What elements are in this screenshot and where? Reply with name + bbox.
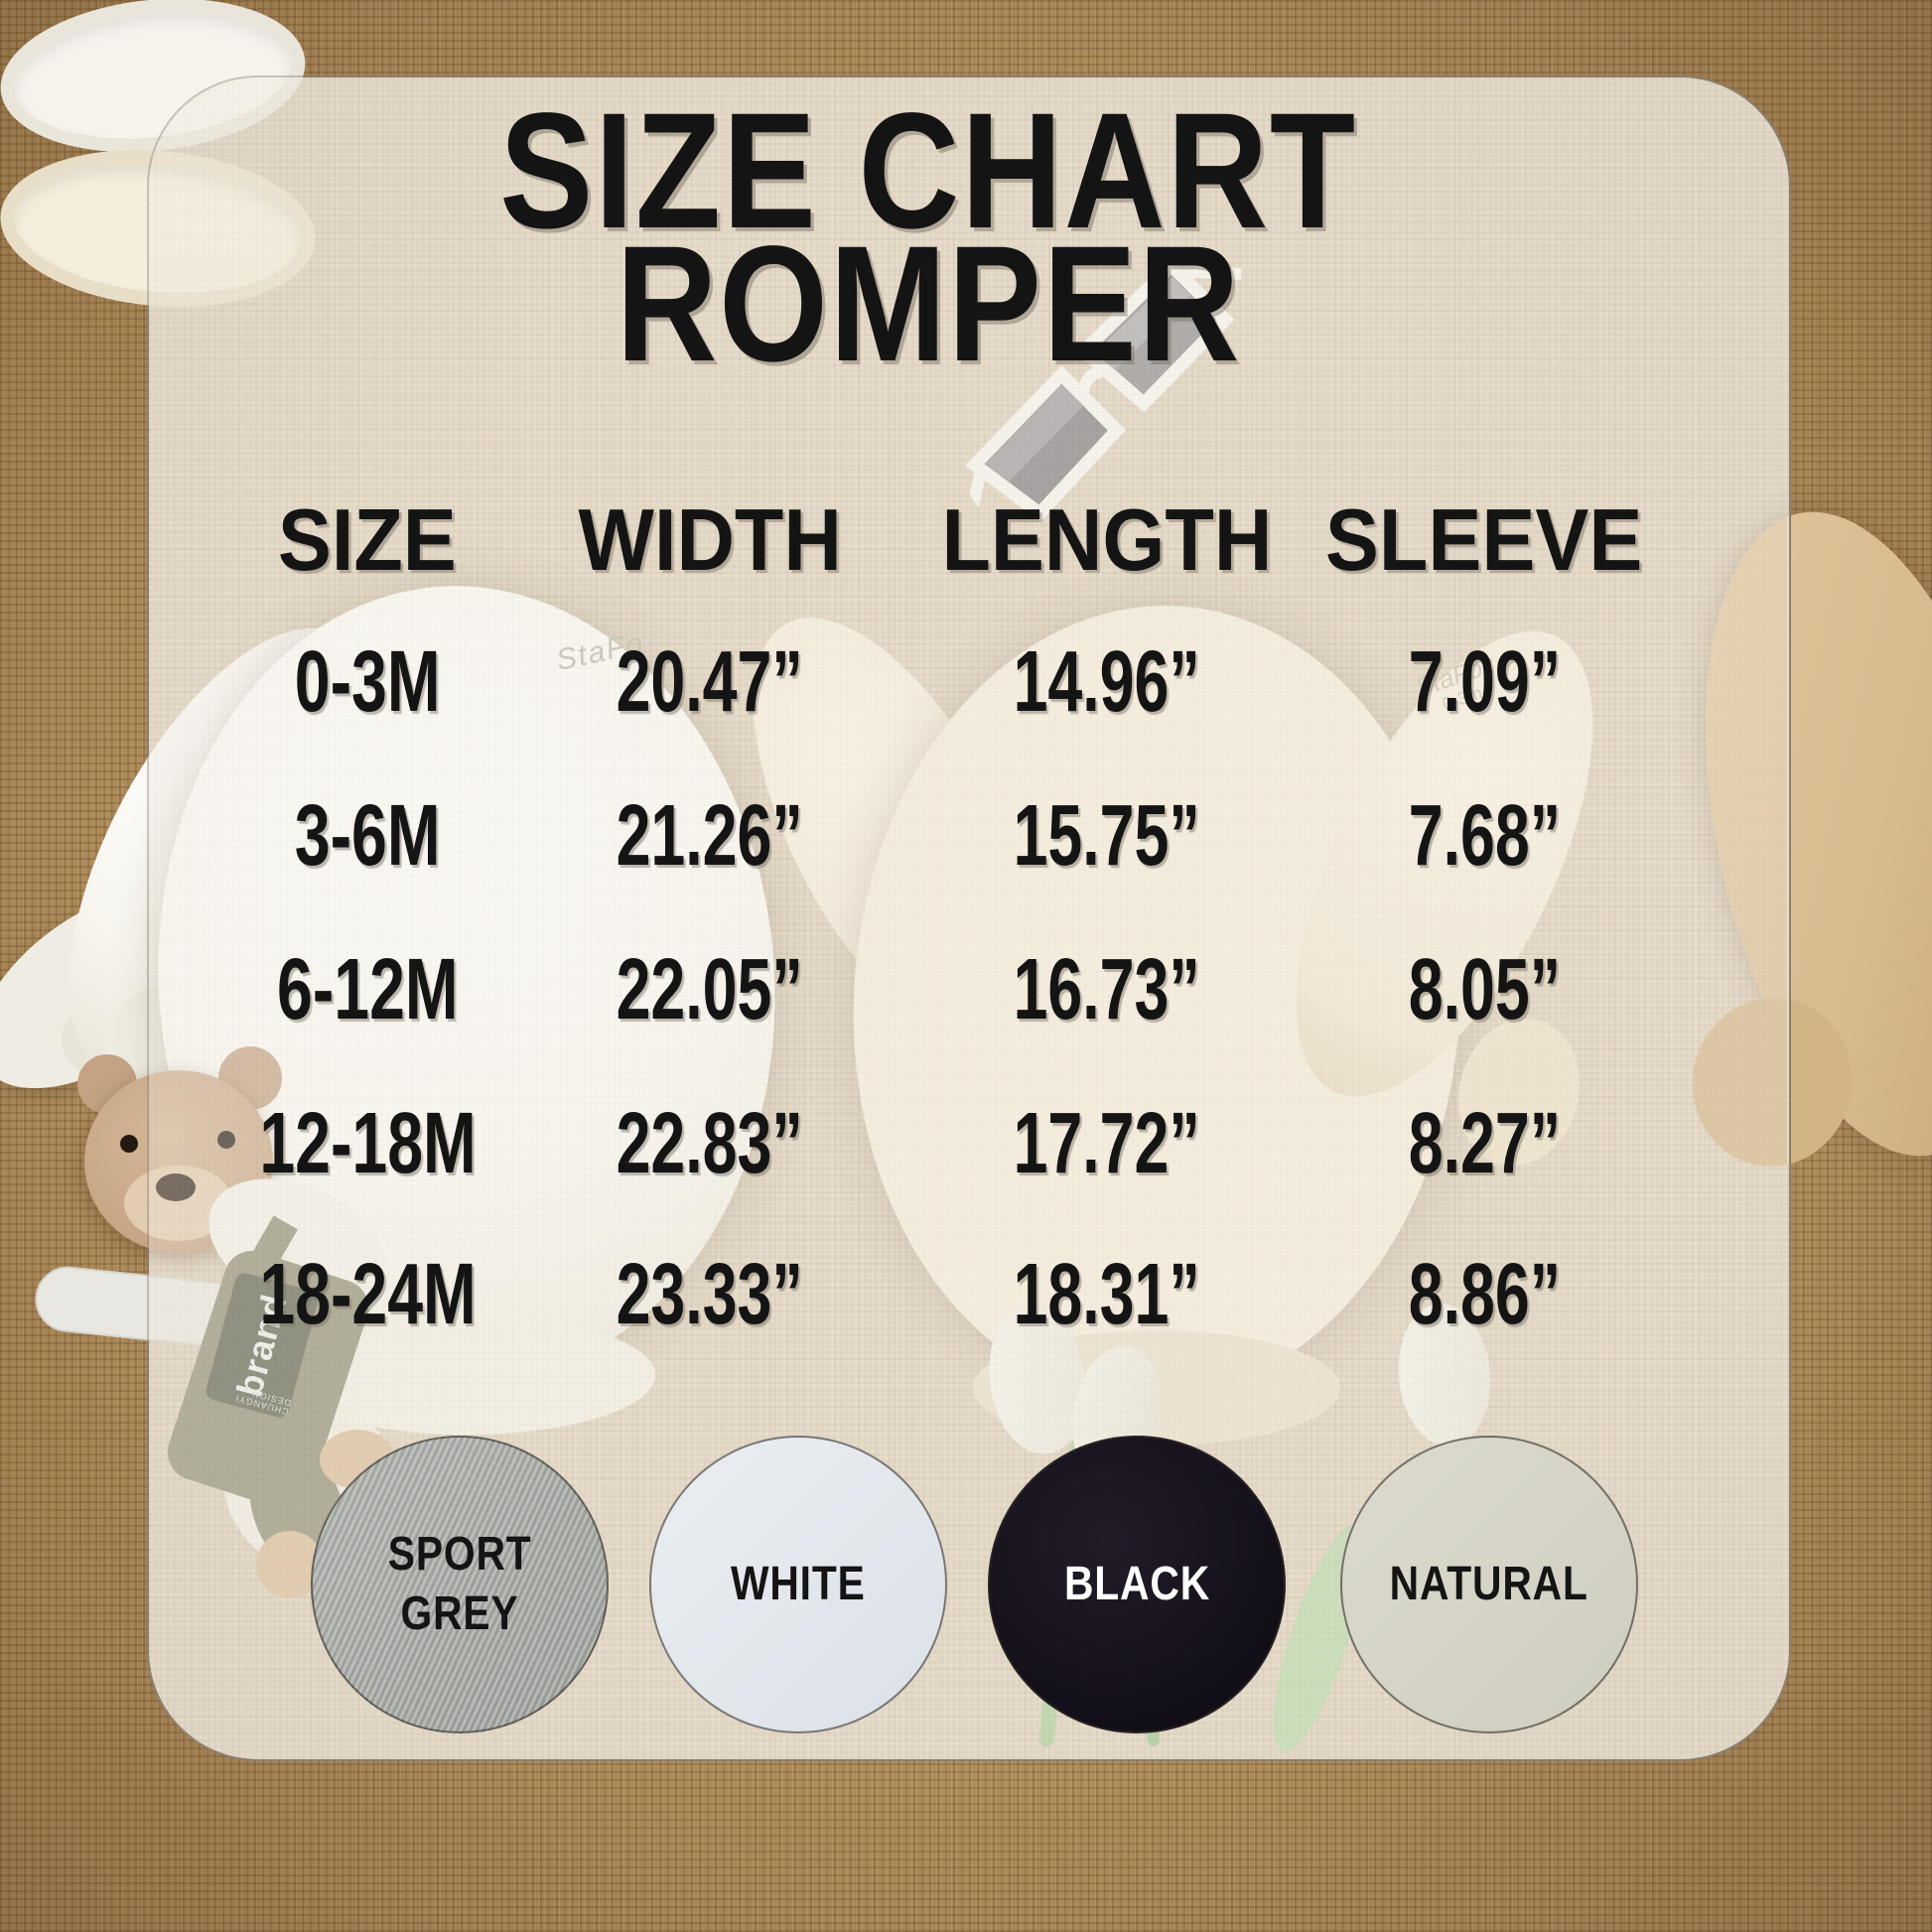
column-header-sleeve: SLEEVE [1325,490,1643,589]
color-swatch-sport-grey: SPORT GREY [311,1436,609,1733]
width-value: 23.33” [616,1246,804,1342]
table-row: 3-6M 21.26” 15.75” 7.68” [0,781,1932,891]
color-swatch-black: BLACK [988,1436,1286,1733]
page-title-line2: ROMPER [134,220,1723,389]
length-value: 15.75” [1013,787,1201,884]
sleeve-value: 8.27” [1408,1095,1561,1191]
column-header-width: WIDTH [578,490,842,589]
column-header-size: SIZE [278,490,457,589]
title-text: SIZE CHART [499,79,1357,263]
column-header-length: LENGTH [941,490,1273,589]
width-value: 22.05” [616,941,804,1037]
length-value: 16.73” [1013,941,1201,1037]
size-label: 12-18M [258,1095,477,1191]
table-row: 6-12M 22.05” 16.73” 8.05” [0,935,1932,1044]
swatch-label: GREY [400,1587,519,1640]
size-label: 3-6M [294,787,441,884]
sleeve-value: 7.09” [1408,633,1561,730]
size-label: 0-3M [294,633,441,730]
teddy-bear-eye [120,1135,138,1153]
width-value: 22.83” [616,1095,804,1191]
sleeve-value: 8.86” [1408,1246,1561,1342]
color-swatch-natural: NATURAL [1340,1436,1638,1733]
table-row: 12-18M 22.83” 17.72” 8.27” [0,1089,1932,1198]
length-value: 18.31” [1013,1246,1201,1342]
swatch-label: WHITE [731,1558,866,1610]
length-value: 17.72” [1013,1095,1201,1191]
width-value: 21.26” [616,787,804,884]
size-label: 18-24M [258,1246,477,1342]
size-label: 6-12M [276,941,459,1037]
table-header-row: SIZE WIDTH LENGTH SLEEVE [0,485,1932,595]
table-row: 18-24M 23.33” 18.31” 8.86” [0,1240,1932,1349]
title-text: ROMPER [616,212,1241,396]
swatch-label: NATURAL [1389,1558,1589,1610]
swatch-label: SPORT [387,1528,532,1581]
width-value: 20.47” [616,633,804,730]
color-swatch-white: WHITE [649,1436,947,1733]
swatch-label: BLACK [1063,1558,1210,1610]
sleeve-value: 7.68” [1408,787,1561,884]
sleeve-value: 8.05” [1408,941,1561,1037]
table-row: 0-3M 20.47” 14.96” 7.09” [0,627,1932,737]
page-title-line1: SIZE CHART [134,87,1723,256]
length-value: 14.96” [1013,633,1201,730]
